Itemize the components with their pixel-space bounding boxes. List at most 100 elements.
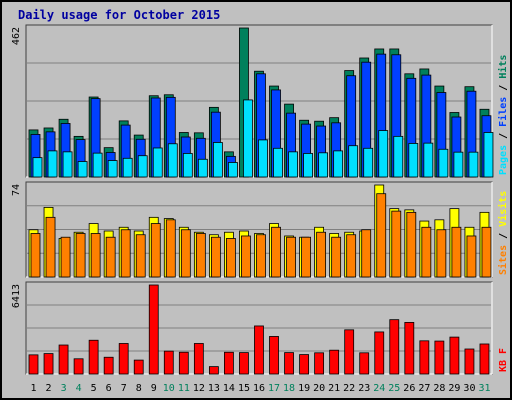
legend-entry: Visits: [497, 191, 509, 227]
x-tick-label-day-25: 25: [388, 383, 400, 394]
bar-sites-day-22: [346, 234, 357, 278]
bar-sites-day-12: [195, 233, 206, 278]
bar-kb-f-day-16: [254, 325, 264, 375]
bar-kb-f-day-17: [269, 336, 279, 375]
bar-pages-day-26: [408, 143, 419, 178]
bar-kb-f-day-5: [88, 339, 99, 375]
bar-sites-day-1: [30, 233, 41, 278]
x-tick-label-day-9: 9: [151, 383, 157, 394]
bar-kb-f-day-19: [299, 354, 309, 375]
x-tick-label-day-20: 20: [313, 383, 325, 394]
x-tick-label-day-18: 18: [283, 383, 295, 394]
bar-pages-day-19: [303, 153, 313, 178]
bar-pages-day-14: [228, 162, 238, 178]
bar-kb-f-day-22: [344, 329, 355, 375]
bar-pages-day-28: [438, 148, 449, 178]
bar-kb-f-day-29: [449, 336, 460, 375]
bar-sites-day-19: [301, 236, 311, 278]
bar-pages-day-25: [393, 135, 404, 178]
x-tick-label-day-7: 7: [121, 383, 127, 394]
bar-pages-day-16: [258, 139, 268, 178]
bar-sites-day-21: [331, 236, 342, 278]
bar-sites-day-10: [165, 219, 176, 278]
bar-pages-day-11: [182, 153, 193, 178]
legend-entry: KB F: [498, 348, 509, 372]
bar-sites-day-14: [226, 238, 236, 278]
bar-sites-day-25: [391, 210, 402, 278]
bar-sites-day-6: [105, 236, 116, 278]
bar-kb-f-day-3: [58, 344, 69, 375]
bar-pages-day-7: [122, 157, 133, 178]
bar-pages-day-20: [318, 152, 329, 178]
bar-kb-f-day-24: [374, 331, 385, 375]
bar-kb-f-day-15: [239, 352, 249, 375]
panel-visits-sites-legend: Sites / Visits: [497, 191, 509, 275]
x-tick-label-day-19: 19: [298, 383, 310, 394]
bar-kb-f-day-30: [464, 348, 475, 375]
bar-kb-f-day-9: [148, 284, 159, 375]
bar-sites-day-30: [466, 235, 477, 278]
x-tick-label-day-29: 29: [448, 383, 460, 394]
bar-pages-day-4: [77, 161, 88, 178]
legend-entry: /: [498, 79, 509, 97]
x-tick-label-day-14: 14: [223, 383, 235, 394]
bar-kb-f-day-20: [314, 352, 325, 375]
legend-entry: Pages: [498, 145, 509, 175]
x-tick-label-day-4: 4: [76, 383, 82, 394]
panel-kbytes-ymax-label: 6413: [11, 284, 22, 308]
bar-pages-day-10: [167, 143, 178, 178]
bar-sites-day-9: [150, 223, 161, 278]
legend-entry: /: [498, 227, 509, 245]
bar-pages-day-29: [453, 151, 464, 178]
x-tick-label-day-28: 28: [433, 383, 445, 394]
bar-kb-f-day-25: [389, 319, 400, 375]
bar-kb-f-day-28: [434, 340, 445, 375]
bar-kb-f-day-31: [479, 343, 490, 375]
x-tick-label-day-13: 13: [208, 383, 220, 394]
chart-title: Daily usage for October 2015: [18, 8, 221, 22]
bar-sites-day-26: [406, 211, 417, 278]
bar-kb-f-day-23: [359, 352, 370, 375]
bar-pages-day-9: [152, 147, 163, 178]
bar-sites-day-28: [436, 229, 447, 278]
x-tick-label-day-10: 10: [163, 383, 175, 394]
bar-pages-day-27: [423, 142, 434, 178]
x-tick-label-day-2: 2: [46, 383, 52, 394]
bar-pages-day-31: [483, 132, 494, 178]
bar-kb-f-day-26: [404, 322, 415, 375]
x-tick-label-day-23: 23: [358, 383, 370, 394]
x-tick-label-day-1: 1: [31, 383, 37, 394]
bar-pages-day-24: [378, 130, 389, 178]
bar-pages-day-22: [348, 145, 359, 178]
bar-pages-day-3: [62, 151, 73, 178]
x-tick-label-day-26: 26: [403, 383, 415, 394]
bar-sites-day-4: [75, 233, 86, 278]
bar-kb-f-day-21: [329, 349, 340, 375]
x-tick-label-day-24: 24: [373, 383, 385, 394]
x-tick-label-day-31: 31: [478, 383, 490, 394]
bar-sites-day-27: [421, 226, 432, 278]
bar-kb-f-day-11: [178, 351, 189, 375]
bar-sites-day-5: [90, 233, 101, 278]
legend-entry: Files: [497, 97, 509, 127]
bar-sites-day-15: [241, 235, 251, 278]
bar-sites-day-7: [120, 229, 131, 278]
panel-visits-sites-ymax-label: 74: [11, 184, 22, 196]
x-tick-label-day-15: 15: [238, 383, 250, 394]
x-tick-label-day-12: 12: [193, 383, 205, 394]
bar-kb-f-day-7: [118, 343, 129, 375]
bar-kb-f-day-10: [163, 350, 174, 375]
panel-hits-files-pages-legend: Pages / Files / Hits: [497, 55, 509, 175]
bar-sites-day-23: [361, 229, 372, 278]
bar-kb-f-day-27: [419, 340, 430, 375]
bar-pages-day-30: [468, 151, 479, 178]
x-tick-label-day-8: 8: [136, 383, 142, 394]
bar-kb-f-day-14: [224, 351, 234, 375]
bar-sites-day-18: [286, 236, 296, 278]
bar-pages-day-2: [47, 150, 58, 178]
bar-kb-f-day-1: [28, 354, 39, 375]
bar-sites-day-16: [256, 234, 266, 278]
x-tick-label-day-21: 21: [328, 383, 340, 394]
